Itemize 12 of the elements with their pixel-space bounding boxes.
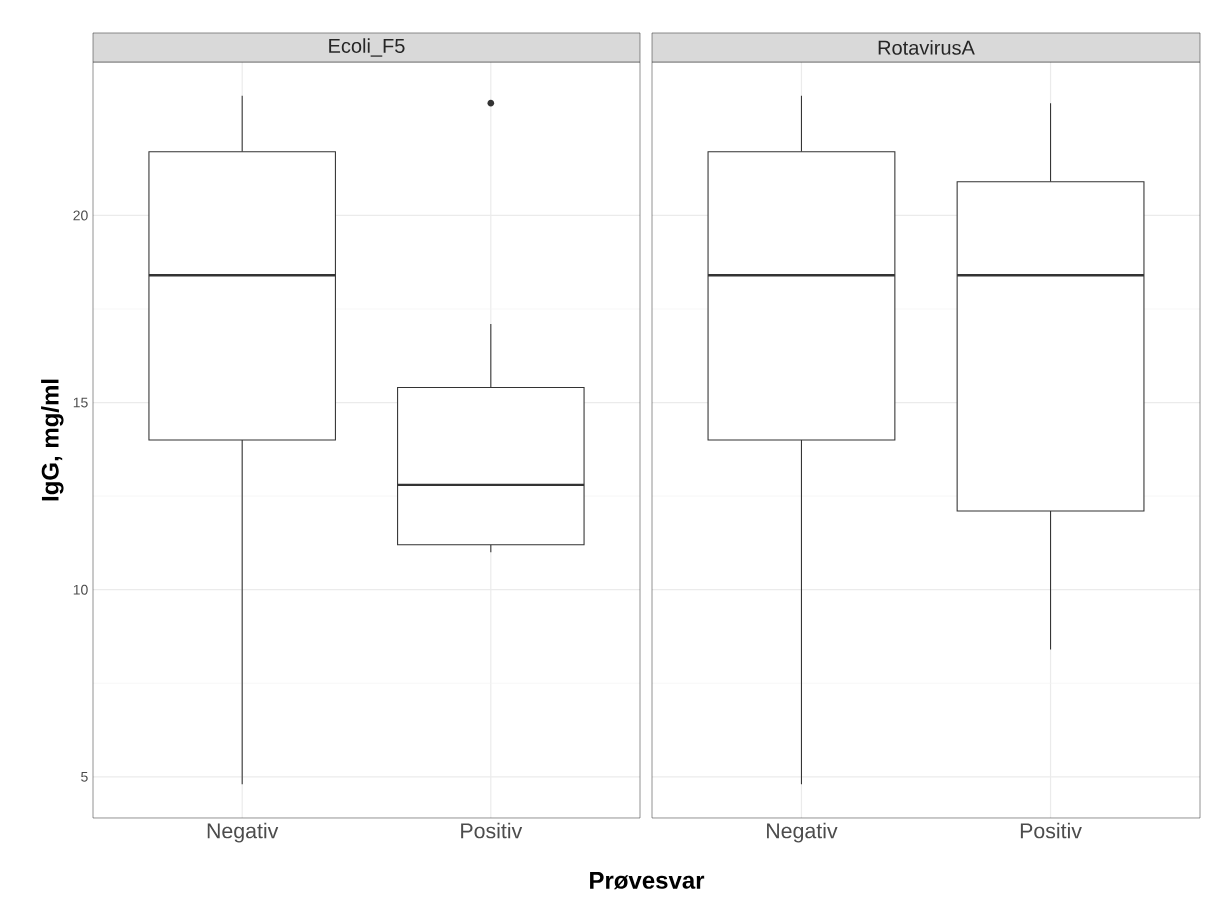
x-tick-label: Positiv bbox=[461, 822, 523, 839]
x-axis-title: Prøvesvar bbox=[590, 872, 705, 890]
x-tick-label: Positiv bbox=[1020, 822, 1082, 839]
y-tick-label: 15 bbox=[73, 397, 88, 408]
chart-title: RotavirusA bbox=[878, 40, 975, 55]
y-tick-label: 10 bbox=[73, 584, 88, 595]
x-tick-label: Negativ bbox=[767, 822, 838, 843]
y-axis-title: IgG, mg/ml bbox=[41, 379, 64, 501]
y-tick-label: 20 bbox=[73, 210, 88, 221]
y-tick-label: 5 bbox=[81, 771, 88, 782]
x-tick-label: Negativ bbox=[207, 822, 279, 843]
chart-title: Ecoli_F5 bbox=[329, 38, 405, 57]
